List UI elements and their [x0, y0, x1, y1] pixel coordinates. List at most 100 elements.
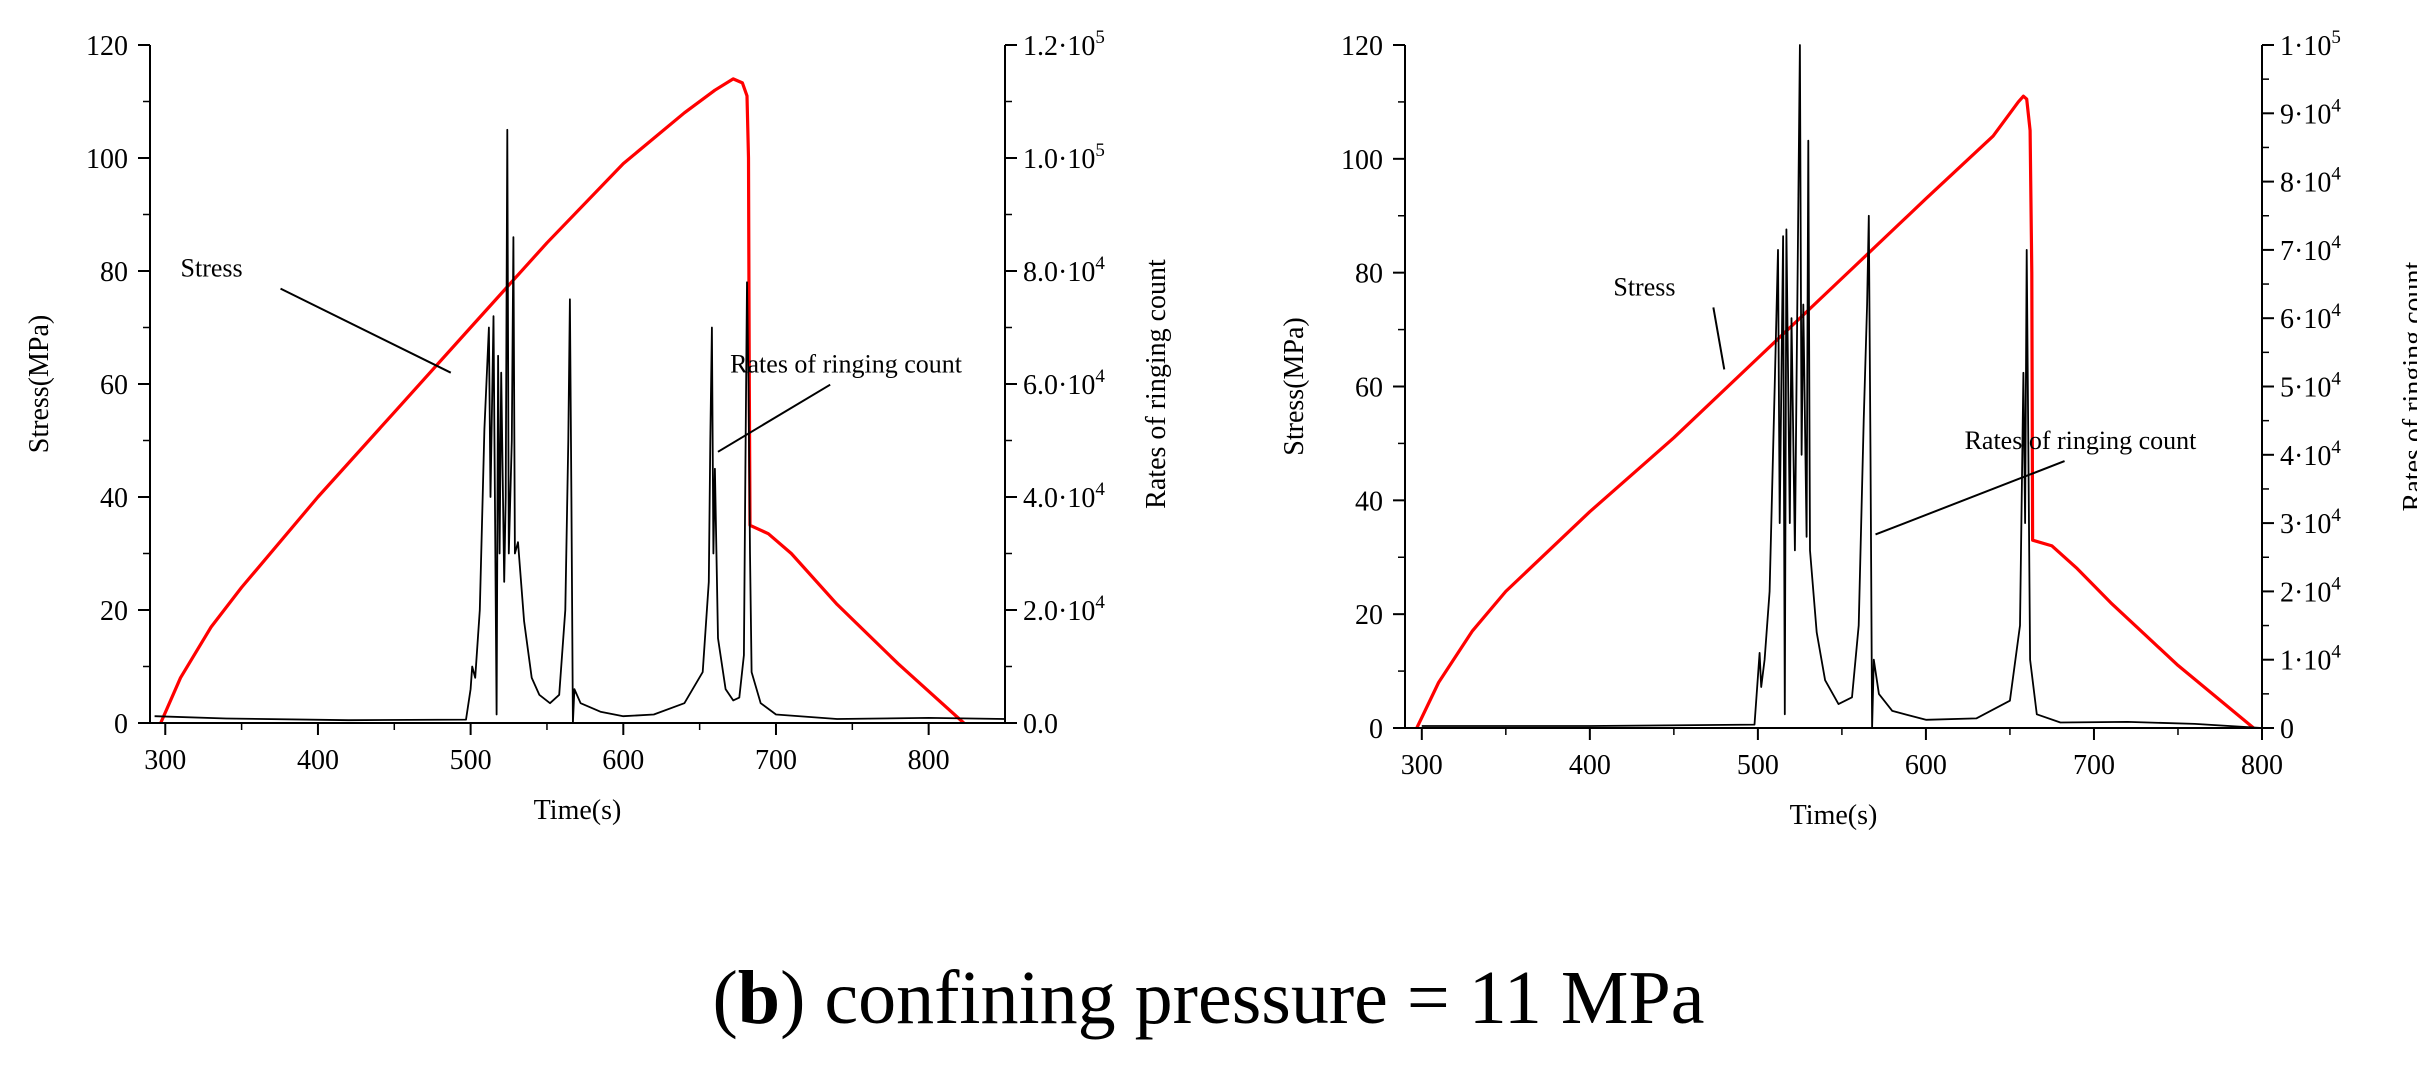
- y2-tick-exponent: 4: [2331, 642, 2341, 663]
- y2-tick-label: 1·105: [2280, 27, 2341, 62]
- y2-tick-mantissa: 9·10: [2280, 99, 2331, 130]
- y2-tick-mantissa: 2·10: [2280, 577, 2331, 608]
- y2-tick-label: 2.0·104: [1023, 592, 1105, 627]
- y-tick-label: 40: [100, 483, 128, 514]
- y-tick-label: 100: [86, 144, 128, 175]
- y2-axis-title: Rates of ringing count: [1141, 259, 1172, 509]
- x-tick-label: 600: [1905, 750, 1947, 781]
- y2-tick-label: 2·104: [2280, 573, 2341, 608]
- annotation-leader-line: [1875, 460, 2065, 536]
- y2-tick-exponent: 4: [1095, 366, 1105, 387]
- stress-series-line: [1415, 94, 2255, 728]
- y2-tick-label: 0: [2280, 714, 2294, 745]
- y2-tick-label: 6.0·104: [1023, 366, 1105, 401]
- y2-tick-exponent: 4: [1095, 479, 1105, 500]
- x-axis-title: Time(s): [1790, 800, 1878, 831]
- chart-panel-1: 300 400 500 600 700 800 0 20 40 60 80 100 120 0.0 2.0·…: [24, 27, 1172, 826]
- y-tick-label: 60: [1355, 373, 1383, 404]
- ringing-count-series-line: [1421, 44, 2262, 728]
- y-tick-label: 80: [1355, 259, 1383, 290]
- y2-tick-mantissa: 0.0: [1023, 709, 1058, 740]
- y2-tick-label: 1·104: [2280, 642, 2341, 677]
- y2-tick-exponent: 4: [2331, 437, 2341, 458]
- annotation-label: Stress: [181, 254, 243, 283]
- x-tick-label: 400: [1569, 750, 1611, 781]
- caption-prefix: (: [712, 956, 738, 1040]
- y-tick-label: 0: [1369, 714, 1383, 745]
- x-tick-label: 300: [1401, 750, 1443, 781]
- y2-tick-mantissa: 6.0·10: [1023, 370, 1095, 401]
- y2-tick-mantissa: 8·10: [2280, 168, 2331, 199]
- y2-tick-label: 1.0·105: [1023, 140, 1105, 175]
- y2-tick-exponent: 4: [2331, 300, 2341, 321]
- y-tick-label: 20: [100, 596, 128, 627]
- annotation-leader-line: [1712, 307, 1726, 370]
- y2-tick-label: 8.0·104: [1023, 253, 1105, 288]
- y2-tick-label: 3·104: [2280, 505, 2341, 540]
- y-axis-title: Stress(MPa): [24, 315, 55, 453]
- y-axis-title: Stress(MPa): [1279, 317, 1310, 455]
- x-tick-label: 300: [144, 745, 186, 776]
- y2-tick-mantissa: 2.0·10: [1023, 596, 1095, 627]
- y2-tick-mantissa: 5·10: [2280, 373, 2331, 404]
- y2-tick-mantissa: 7·10: [2280, 236, 2331, 267]
- annotation-label: Rates of ringing count: [730, 350, 963, 379]
- y2-tick-exponent: 5: [1095, 140, 1105, 161]
- y2-tick-label: 1.2·105: [1023, 27, 1105, 62]
- y-tick-label: 120: [1341, 31, 1383, 62]
- y2-tick-mantissa: 6·10: [2280, 304, 2331, 335]
- y2-tick-label: 4.0·104: [1023, 479, 1105, 514]
- y2-tick-exponent: 4: [2331, 369, 2341, 390]
- y2-tick-label: 5·104: [2280, 369, 2341, 404]
- y2-axis-title: Rates of ringing count: [2398, 261, 2417, 511]
- y2-tick-mantissa: 8.0·10: [1023, 257, 1095, 288]
- figure-canvas: 300 400 500 600 700 8000204060801001200.02.0·…: [24, 27, 2417, 831]
- y2-tick-mantissa: 4.0·10: [1023, 483, 1095, 514]
- y2-tick-mantissa: 1.2·10: [1023, 31, 1095, 62]
- y2-tick-label: 0.0: [1023, 709, 1058, 740]
- x-axis-title: Time(s): [534, 795, 622, 826]
- caption-letter: b: [737, 956, 781, 1040]
- y2-tick-label: 4·104: [2280, 437, 2341, 472]
- y-tick-label: 40: [1355, 486, 1383, 517]
- y2-tick-mantissa: 1·10: [2280, 646, 2331, 677]
- x-tick-label: 800: [2241, 750, 2283, 781]
- y2-tick-exponent: 5: [1095, 27, 1105, 48]
- annotation-leader-line: [717, 383, 831, 453]
- y2-tick-label: 7·104: [2280, 232, 2341, 267]
- y2-tick-label: 9·104: [2280, 95, 2341, 130]
- y2-tick-exponent: 5: [2331, 27, 2341, 48]
- y2-tick-mantissa: 4·10: [2280, 441, 2331, 472]
- y-tick-label: 120: [86, 31, 128, 62]
- x-tick-label: 600: [602, 745, 644, 776]
- y2-tick-mantissa: 1.0·10: [1023, 144, 1095, 175]
- y2-tick-exponent: 4: [1095, 592, 1105, 613]
- caption-text: ) confining pressure = 11 MPa: [780, 956, 1705, 1040]
- y2-tick-mantissa: 0: [2280, 714, 2294, 745]
- annotation-leader-line: [280, 287, 452, 374]
- y2-tick-label: 6·104: [2280, 300, 2341, 335]
- x-tick-label: 800: [908, 745, 950, 776]
- annotation-label: Stress: [1613, 272, 1675, 301]
- x-tick-label: 400: [297, 745, 339, 776]
- figure-caption: (b) confining pressure = 11 MPa: [0, 955, 2417, 1042]
- y-tick-label: 80: [100, 257, 128, 288]
- y2-tick-label: 8·104: [2280, 164, 2341, 199]
- y-tick-label: 100: [1341, 145, 1383, 176]
- annotation-label: Rates of ringing count: [1965, 426, 2198, 455]
- x-tick-label: 500: [1737, 750, 1779, 781]
- chart-panel-2: 300 400 500 600 700 80002040608010012001·1042…: [1279, 27, 2417, 831]
- x-tick-label: 700: [2073, 750, 2115, 781]
- stress-series-line: [159, 77, 965, 723]
- y2-tick-exponent: 4: [2331, 232, 2341, 253]
- y2-tick-exponent: 4: [2331, 164, 2341, 185]
- y2-tick-exponent: 4: [1095, 253, 1105, 274]
- y2-tick-mantissa: 1·10: [2280, 31, 2331, 62]
- y-tick-label: 0: [114, 709, 128, 740]
- y2-tick-exponent: 4: [2331, 95, 2341, 116]
- y2-tick-exponent: 4: [2331, 505, 2341, 526]
- x-tick-label: 700: [755, 745, 797, 776]
- y2-tick-mantissa: 3·10: [2280, 509, 2331, 540]
- y-tick-label: 20: [1355, 600, 1383, 631]
- x-tick-label: 500: [450, 745, 492, 776]
